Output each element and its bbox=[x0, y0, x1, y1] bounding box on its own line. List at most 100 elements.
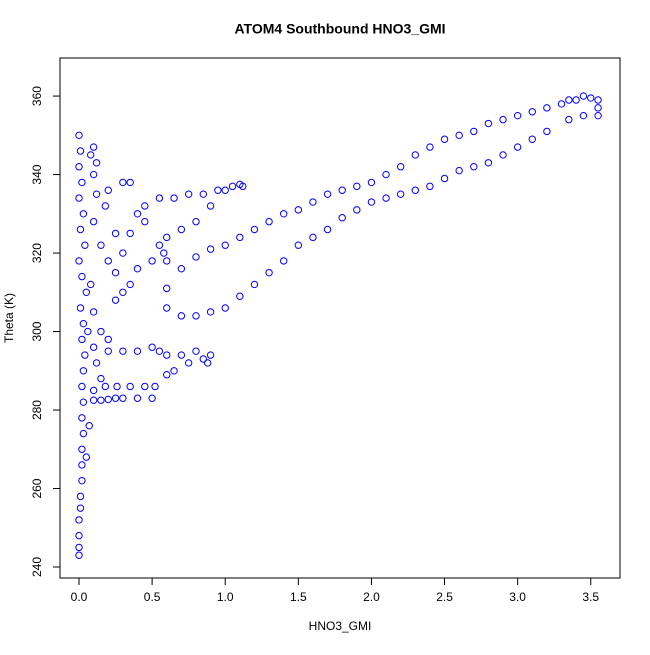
point bbox=[236, 292, 244, 300]
point bbox=[148, 394, 156, 402]
point bbox=[76, 147, 85, 155]
point bbox=[455, 131, 463, 140]
plot-frame bbox=[59, 57, 621, 579]
point bbox=[97, 374, 105, 383]
point bbox=[113, 382, 121, 391]
point bbox=[151, 382, 159, 391]
y-tick-label: 300 bbox=[30, 321, 44, 341]
point bbox=[75, 551, 83, 559]
point bbox=[203, 359, 212, 367]
point bbox=[543, 127, 551, 136]
point bbox=[119, 394, 127, 402]
point bbox=[440, 174, 449, 183]
point bbox=[411, 151, 420, 159]
point bbox=[214, 186, 222, 194]
point bbox=[221, 241, 229, 249]
point bbox=[528, 108, 536, 116]
point bbox=[75, 194, 83, 202]
point bbox=[85, 422, 93, 430]
point bbox=[97, 241, 105, 249]
point bbox=[367, 178, 376, 187]
x-axis-label: HNO3_GMI bbox=[309, 619, 372, 633]
point bbox=[396, 163, 405, 171]
point bbox=[78, 335, 86, 344]
x-tick-label: 3.0 bbox=[509, 590, 526, 604]
point bbox=[133, 210, 142, 218]
point bbox=[79, 319, 88, 328]
point bbox=[76, 504, 85, 512]
point bbox=[280, 257, 288, 265]
point bbox=[594, 96, 602, 104]
point bbox=[89, 170, 98, 179]
point bbox=[280, 210, 288, 218]
point bbox=[148, 343, 156, 351]
point bbox=[184, 190, 193, 198]
point bbox=[75, 163, 83, 171]
y-tick-label: 280 bbox=[30, 400, 44, 420]
point bbox=[79, 398, 88, 406]
point bbox=[82, 453, 91, 461]
point bbox=[119, 347, 127, 355]
point bbox=[75, 257, 83, 265]
point bbox=[89, 308, 98, 316]
point bbox=[119, 288, 127, 296]
point bbox=[111, 296, 120, 304]
point bbox=[192, 347, 200, 355]
point bbox=[133, 265, 142, 273]
point bbox=[133, 347, 142, 355]
point bbox=[81, 351, 89, 359]
point bbox=[309, 198, 317, 206]
point bbox=[184, 359, 193, 367]
point bbox=[565, 115, 573, 124]
y-tick-label: 240 bbox=[30, 557, 44, 577]
point bbox=[177, 351, 186, 359]
point bbox=[78, 382, 86, 391]
point bbox=[499, 151, 507, 159]
point bbox=[133, 394, 142, 402]
point bbox=[587, 94, 595, 102]
point bbox=[126, 229, 134, 238]
point bbox=[470, 127, 478, 136]
point bbox=[294, 206, 303, 214]
point bbox=[163, 351, 171, 359]
point bbox=[163, 304, 171, 312]
x-tick-label: 1.0 bbox=[217, 590, 234, 604]
point bbox=[382, 194, 390, 202]
point bbox=[104, 347, 112, 355]
point bbox=[111, 394, 120, 402]
point bbox=[104, 257, 112, 265]
point bbox=[199, 190, 207, 198]
point bbox=[192, 253, 200, 261]
point bbox=[141, 217, 149, 226]
point bbox=[89, 143, 98, 151]
point bbox=[455, 166, 463, 175]
point bbox=[323, 190, 332, 198]
point bbox=[396, 190, 405, 198]
point bbox=[75, 516, 83, 524]
point bbox=[221, 304, 229, 312]
point bbox=[87, 280, 95, 289]
point bbox=[557, 100, 566, 108]
point bbox=[206, 308, 215, 316]
point bbox=[78, 445, 86, 453]
point bbox=[104, 186, 112, 194]
point bbox=[92, 359, 101, 367]
point bbox=[513, 143, 522, 151]
point bbox=[470, 163, 478, 171]
point bbox=[119, 178, 127, 187]
point bbox=[528, 135, 536, 143]
point bbox=[87, 151, 95, 159]
point bbox=[101, 202, 110, 210]
point bbox=[163, 371, 171, 379]
point bbox=[141, 202, 149, 210]
point bbox=[221, 186, 229, 194]
point bbox=[294, 241, 303, 249]
point bbox=[565, 96, 573, 104]
point bbox=[206, 351, 215, 359]
point bbox=[163, 233, 171, 242]
point bbox=[594, 104, 602, 112]
y-tick-label: 340 bbox=[30, 164, 44, 184]
chart-title: ATOM4 Southbound HNO3_GMI bbox=[234, 21, 445, 37]
y-tick-label: 260 bbox=[30, 478, 44, 498]
point bbox=[78, 178, 86, 187]
